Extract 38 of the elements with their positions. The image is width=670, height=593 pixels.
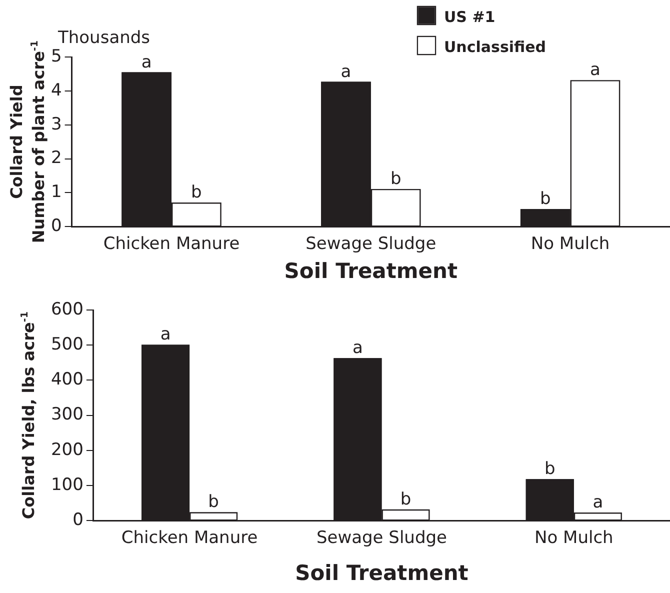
- data-label: b: [191, 182, 202, 203]
- text: Thousands: [57, 28, 150, 48]
- x-tick-label: No Mulch: [534, 528, 614, 548]
- data-label: a: [352, 338, 363, 358]
- data-label: a: [160, 324, 171, 345]
- x-tick-label: Chicken Manure: [121, 528, 258, 548]
- data-label: b: [544, 459, 556, 480]
- y-axis-title: Collard Yield Number of plant acre-1: [7, 40, 48, 244]
- data-label: a: [592, 492, 604, 513]
- y-tick-label: 2: [50, 148, 62, 168]
- y-tick-label: 4: [50, 80, 62, 100]
- x-axis-title: Soil Treatment: [284, 259, 458, 283]
- legend-label: US #1: [444, 8, 496, 26]
- y-tick-label: 100: [50, 474, 84, 495]
- y-tick-label: 0: [72, 510, 84, 530]
- y-tick-label: 0: [50, 216, 62, 236]
- data-label: a: [590, 60, 600, 80]
- data-label: b: [208, 492, 219, 512]
- data-label: b: [390, 168, 402, 189]
- data-label: b: [540, 188, 551, 209]
- data-label: a: [340, 62, 352, 82]
- x-axis-title: Soil Treatment: [295, 561, 468, 585]
- y-tick-label: 5: [50, 46, 62, 66]
- y-tick-label: 200: [50, 440, 84, 460]
- data-label: b: [400, 489, 412, 510]
- x-tick-label: Chicken Manure: [103, 234, 240, 254]
- y-tick-label: 300: [50, 404, 84, 425]
- data-label: a: [141, 52, 152, 72]
- y-tick-label: 3: [50, 114, 62, 134]
- legend-label: Unclassified: [444, 38, 546, 56]
- y-axis-title: Collard Yield, lbs acre-1: [19, 311, 38, 520]
- y-tick-label: 500: [50, 334, 84, 355]
- x-tick-label: No Mulch: [530, 234, 610, 254]
- y-tick-label: 400: [50, 370, 84, 390]
- x-tick-label: Sewage Sludge: [306, 234, 436, 254]
- y-tick-label: 1: [50, 182, 62, 202]
- x-tick-label: Sewage Sludge: [316, 528, 448, 548]
- y-tick-label: 600: [50, 299, 84, 320]
